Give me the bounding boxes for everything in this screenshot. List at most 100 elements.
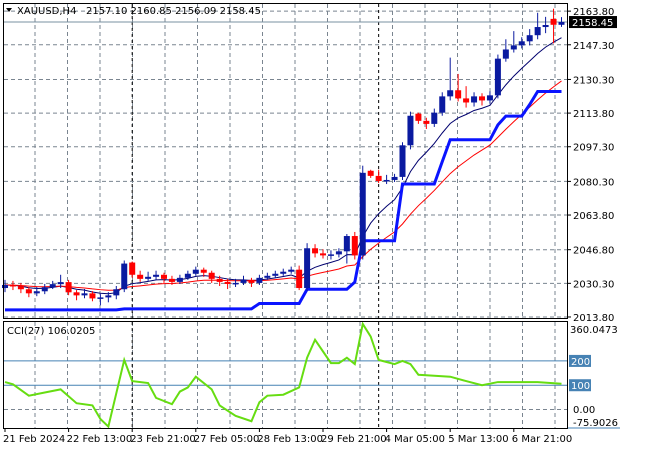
bull-candle [391,176,398,180]
fast-moving-average-line [4,37,562,295]
indicator-lines [4,21,567,312]
bear-candle [65,282,72,293]
bull-candle [431,112,438,124]
bull-candle [232,282,239,285]
bull-candle [192,269,199,274]
cci-panel-border [3,321,568,429]
bear-candle [168,278,175,282]
price-tick-label: 2130.30 [573,75,614,86]
bull-candle [486,95,493,101]
dropdown-triangle-icon[interactable] [6,8,12,12]
bull-candle [335,251,342,255]
symbol-label: XAUUSD,H4 [17,6,76,17]
bull-candle [399,145,406,177]
price-tick-label: 2080.30 [573,177,614,188]
bear-candle [312,248,319,254]
bull-candle [41,287,48,292]
bear-candle [224,281,231,284]
bear-candle [89,293,96,299]
bull-candle [383,179,390,182]
price-tick-label: 2046.80 [573,246,614,257]
time-tick-label: 6 Mar 21:00 [512,434,572,445]
time-tick-label: 22 Feb 13:00 [67,434,133,445]
bear-candle [423,120,430,124]
bull-candle [184,273,191,278]
cci-label: CCI(27) 106.0205 [7,326,95,337]
bull-candle [359,172,366,256]
bear-candle [200,269,207,273]
price-tick-label: 2163.80 [573,7,614,18]
bull-candle [57,282,64,285]
bull-candle [2,284,8,289]
price-tick-label: 2013.80 [573,313,614,324]
bull-candle [97,297,104,299]
cci-level-badge [569,354,591,367]
current-price-label: 2158.45 [572,18,613,29]
bull-candle [113,289,120,296]
bull-candle [343,236,350,252]
bull-candle [407,115,414,146]
time-tick-label: 4 Mar 05:00 [385,434,445,445]
bull-candle [288,269,295,272]
bull-candle [447,90,454,97]
bull-candle [518,41,525,46]
price-tick-label: 2113.80 [573,109,614,120]
time-tick-label: 27 Feb 05:00 [194,434,260,445]
bull-candle [33,291,40,294]
bull-candle [264,275,271,278]
bull-candle [510,45,517,50]
bull-candle [153,274,160,277]
bull-candle [280,271,287,274]
bear-candle [208,272,215,279]
cci-max-label: 360.0473 [570,325,618,336]
bear-candle [550,18,557,25]
time-tick-label: 23 Feb 21:00 [130,434,196,445]
cci-level-label: 200 [571,357,590,368]
bull-candle [534,27,541,36]
bull-candle [542,25,549,28]
cci-zero-label: 0.00 [573,405,595,416]
bear-candle [455,90,462,99]
bear-candle [479,96,485,101]
bull-candle [327,254,334,256]
bear-candle [129,262,136,275]
bull-candle [176,277,183,282]
bull-candle [558,22,565,25]
bear-candle [137,274,144,279]
axes: 2163.80 2147.30 2130.30 2113.80 2097.30 2080.… [3,7,620,445]
bear-candle [73,292,80,296]
bear-candle [375,175,382,181]
bull-candle [145,276,152,279]
bull-candle [494,58,501,96]
bear-candle [161,274,167,279]
bull-candle [105,295,112,298]
bull-candle [439,96,446,113]
bear-candle [216,278,223,282]
bull-candle [502,49,509,59]
grid [4,4,567,428]
stop-line [5,89,562,312]
bear-candle [320,253,326,256]
cci-level-badge [569,379,591,392]
slow-moving-average-line [4,80,562,291]
bear-candle [463,98,470,103]
bull-candle [256,277,263,283]
time-tick-label: 29 Feb 21:00 [321,434,387,445]
bull-candle [272,273,279,276]
candles [2,8,565,306]
price-tick-label: 2030.30 [573,279,614,290]
bear-candle [296,269,303,289]
bull-candle [121,263,128,290]
bull-candle [49,284,56,288]
bull-candle [304,248,311,289]
bull-candle [526,35,533,42]
bear-candle [351,236,358,256]
cci-line [4,321,562,429]
current-price-badge [569,16,617,29]
cci-min-label: -75.9026 [573,418,618,429]
cci-level-label: 100 [571,381,590,392]
bear-candle [415,113,422,121]
price-tick-label: 2097.30 [573,143,614,154]
bull-candle [240,279,247,283]
